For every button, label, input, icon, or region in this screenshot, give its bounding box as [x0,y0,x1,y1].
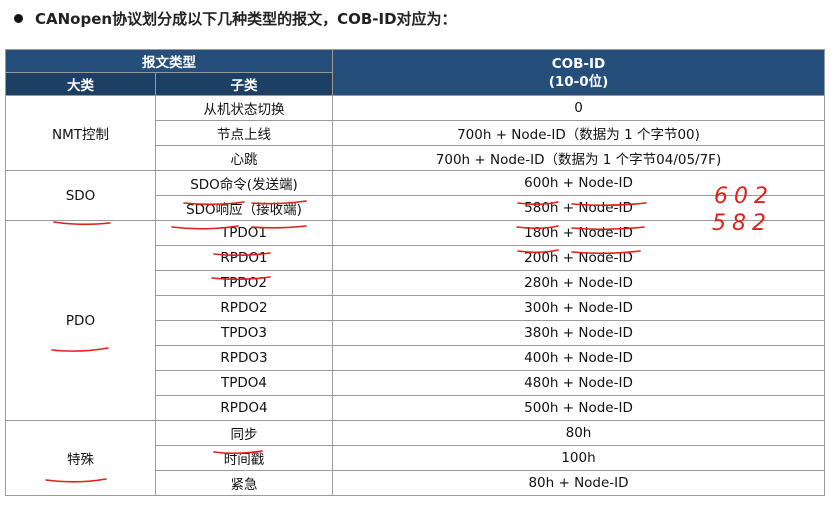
subcategory-cell: 同步 [155,420,333,446]
category-cell-nmt: NMT控制 [5,95,156,171]
subcategory-cell: 时间戳 [155,445,333,471]
cob-id-cell: 480h + Node-ID [332,370,825,396]
cob-id-cell: 700h + Node-ID（数据为 1 个字节00) [332,120,825,146]
cob-id-cell: 500h + Node-ID [332,395,825,421]
heading-text: CANopen协议划分成以下几种类型的报文，COB-ID对应为： [35,9,457,28]
cob-id-cell: 80h [332,420,825,446]
subcategory-cell: 心跳 [155,145,333,171]
table-row: PDO TPDO1 180h + Node-ID [5,220,825,421]
cob-id-cell: 100h [332,445,825,471]
page-heading: CANopen协议划分成以下几种类型的报文，COB-ID对应为： [14,6,457,30]
subcategory-cell: TPDO3 [155,320,333,346]
category-cell-pdo: PDO [5,220,156,421]
table-row: RPDO2 300h + Node-ID [6,295,825,321]
table-row: SDO响应（接收端) 580h + Node-ID [6,195,825,221]
header-message-type: 报文类型 [5,49,333,73]
subcategory-cell: SDO命令(发送端) [155,170,333,196]
cob-id-cell: 280h + Node-ID [332,270,825,296]
subcategory-cell: RPDO3 [155,345,333,371]
header-cob-id: COB-ID (10-0位) [332,49,825,96]
header-cob-id-title: COB-ID [551,55,606,72]
cob-id-table: 报文类型 COB-ID (10-0位) 大类 子类 NMT控制 从机状态切换 0… [5,49,825,496]
table-row: RPDO3 400h + Node-ID [6,345,825,371]
header-category: 大类 [5,72,156,96]
category-cell-sdo: SDO [5,170,156,221]
header-cob-id-range: (10-0位) [548,73,609,90]
cob-id-cell: 300h + Node-ID [332,295,825,321]
cob-id-cell: 700h + Node-ID（数据为 1 个字节04/05/7F) [332,145,825,171]
cob-id-cell: 600h + Node-ID [332,170,825,196]
subcategory-cell: RPDO2 [155,295,333,321]
table-row: TPDO2 280h + Node-ID [6,270,825,296]
cob-id-cell: 200h + Node-ID [332,245,825,271]
table-row: 特殊 同步 80h [5,420,825,496]
subcategory-cell: 从机状态切换 [155,95,333,121]
table-row: RPDO4 500h + Node-ID [6,395,825,421]
table-row: TPDO3 380h + Node-ID [6,320,825,346]
table-row: NMT控制 从机状态切换 0 [5,95,825,171]
category-cell-special: 特殊 [5,420,156,496]
subcategory-cell: SDO响应（接收端) [155,195,333,221]
header-subcategory: 子类 [155,72,333,96]
cob-id-cell: 580h + Node-ID [332,195,825,221]
cob-id-cell: 80h + Node-ID [332,470,825,496]
cob-id-cell: 380h + Node-ID [332,320,825,346]
cob-id-cell: 0 [332,95,825,121]
cob-id-cell: 180h + Node-ID [332,220,825,246]
subcategory-cell: RPDO4 [155,395,333,421]
table-row: 节点上线 700h + Node-ID（数据为 1 个字节00) [6,120,825,146]
table-row: SDO SDO命令(发送端) 600h + Node-ID [5,170,825,221]
table-row: 心跳 700h + Node-ID（数据为 1 个字节04/05/7F) [6,145,825,171]
subcategory-cell: TPDO2 [155,270,333,296]
subcategory-cell: 紧急 [155,470,333,496]
subcategory-cell: TPDO4 [155,370,333,396]
subcategory-cell: TPDO1 [155,220,333,246]
bullet-icon [14,13,23,23]
subcategory-cell: 节点上线 [155,120,333,146]
subcategory-cell: RPDO1 [155,245,333,271]
cob-id-cell: 400h + Node-ID [332,345,825,371]
table-row: 紧急 80h + Node-ID [6,470,825,496]
